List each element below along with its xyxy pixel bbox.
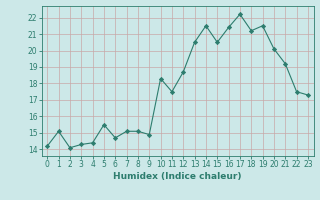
X-axis label: Humidex (Indice chaleur): Humidex (Indice chaleur) [113,172,242,181]
